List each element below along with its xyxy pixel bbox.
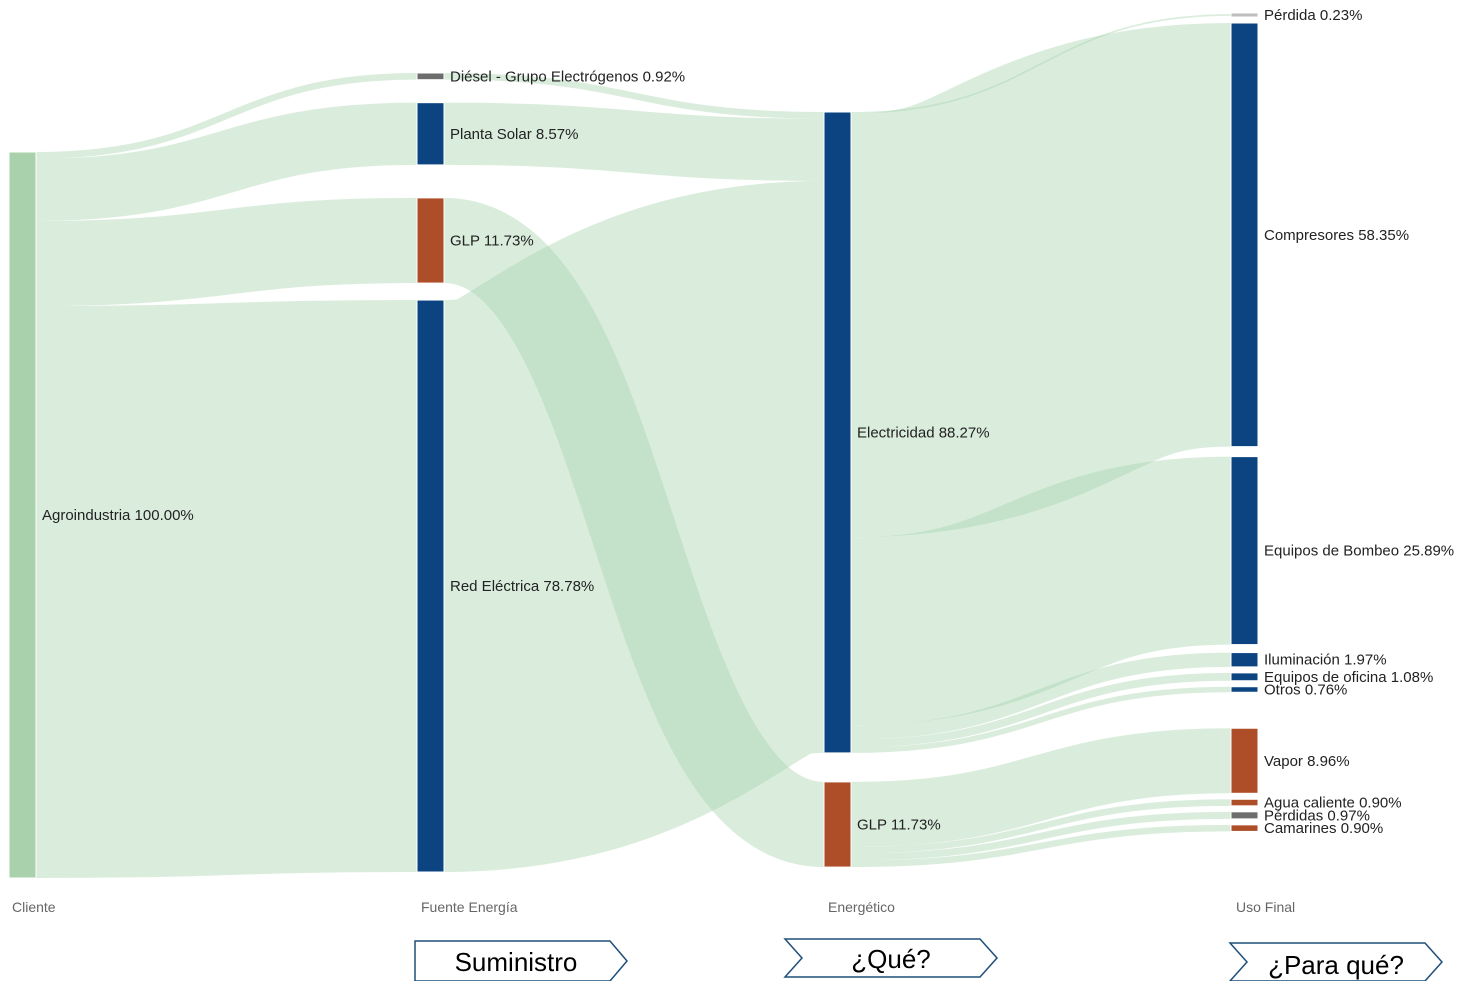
node-glp_src[interactable] <box>416 197 445 284</box>
node-label-glp-src: GLP 11.73% <box>450 232 534 249</box>
column-label-fuente-energia: Fuente Energía <box>421 899 518 915</box>
flow-agro-to-diesel[interactable] <box>35 73 418 159</box>
flow-solar-to-elec[interactable] <box>443 102 825 181</box>
flow-agro-to-solar[interactable] <box>35 102 418 221</box>
node-label-elec: Electricidad 88.27% <box>857 424 990 441</box>
node-ofic[interactable] <box>1230 672 1259 682</box>
flow-agro-to-red[interactable] <box>35 300 418 879</box>
callout-suministro-text: Suministro <box>455 947 578 977</box>
flow-elec-to-comp[interactable] <box>846 23 1236 538</box>
node-label-agua: Agua caliente 0.90% <box>1264 795 1402 812</box>
node-perdidas[interactable] <box>1230 811 1259 820</box>
flow-glp-to-agua[interactable] <box>850 799 1232 854</box>
column-label-uso-final: Uso Final <box>1236 899 1295 915</box>
node-label-camar: Camarines 0.90% <box>1264 820 1383 837</box>
column-label-cliente: Cliente <box>12 899 56 915</box>
sankey-links <box>35 14 1236 879</box>
flow-red-to-elec[interactable] <box>436 180 832 873</box>
node-red[interactable] <box>416 299 445 873</box>
callout-para-que-text: ¿Para qué? <box>1268 950 1404 980</box>
callout-que: ¿Qué? <box>783 938 999 978</box>
callout-para-que: ¿Para qué? <box>1228 942 1444 981</box>
flow-glp-to-vapor[interactable] <box>850 728 1232 847</box>
node-label-bombeo: Equipos de Bombeo 25.89% <box>1264 543 1454 560</box>
flow-diesel-to-elec[interactable] <box>443 73 825 119</box>
callout-que-text: ¿Qué? <box>851 944 931 974</box>
node-label-glp: GLP 11.73% <box>857 816 941 833</box>
flow-elec-to-bombeo[interactable] <box>849 456 1233 726</box>
flow-agro-to-glp_src[interactable] <box>35 197 418 307</box>
callout-suministro: Suministro <box>414 940 628 981</box>
flow-elec-to-perdida[interactable] <box>850 14 1232 114</box>
node-label-ofic: Equipos de oficina 1.08% <box>1264 669 1433 686</box>
node-label-solar: Planta Solar 8.57% <box>450 126 578 143</box>
node-bombeo[interactable] <box>1230 456 1259 646</box>
node-agro[interactable] <box>8 151 37 879</box>
node-ilum[interactable] <box>1230 652 1259 668</box>
node-label-comp: Compresores 58.35% <box>1264 227 1409 244</box>
node-label-ilum: Iluminación 1.97% <box>1264 652 1387 669</box>
node-label-red: Red Eléctrica 78.78% <box>450 578 594 595</box>
flow-glp-to-camar[interactable] <box>850 824 1232 868</box>
node-label-perdidas: Pérdidas 0.97% <box>1264 807 1370 824</box>
node-otros[interactable] <box>1230 686 1259 693</box>
sankey-node-labels: Agroindustria 100.00% Diésel - Grupo Elec… <box>42 7 1454 837</box>
flow-elec-to-otros[interactable] <box>850 686 1232 753</box>
node-glp[interactable] <box>823 781 852 868</box>
node-comp[interactable] <box>1230 22 1259 448</box>
node-label-perdida: Pérdida 0.23% <box>1264 7 1362 24</box>
node-diesel[interactable] <box>416 72 445 81</box>
flow-elec-to-ilum[interactable] <box>850 652 1232 740</box>
flow-glp_src-to-glp[interactable] <box>440 197 828 868</box>
node-camar[interactable] <box>1230 824 1259 832</box>
node-label-vapor: Vapor 8.96% <box>1264 753 1350 770</box>
node-elec[interactable] <box>823 111 852 754</box>
node-agua[interactable] <box>1230 798 1259 807</box>
flow-elec-to-ofic[interactable] <box>850 672 1232 748</box>
flow-glp-to-perdidas[interactable] <box>850 811 1232 861</box>
node-perdida[interactable] <box>1230 12 1259 18</box>
column-label-energetico: Energético <box>828 899 895 915</box>
node-solar[interactable] <box>416 102 445 166</box>
node-vapor[interactable] <box>1230 727 1259 794</box>
sankey-nodes <box>8 12 1259 879</box>
node-label-diesel: Diésel - Grupo Electrógenos 0.92% <box>450 68 685 85</box>
node-label-otros: Otros 0.76% <box>1264 681 1347 698</box>
node-label-agro: Agroindustria 100.00% <box>42 507 194 524</box>
